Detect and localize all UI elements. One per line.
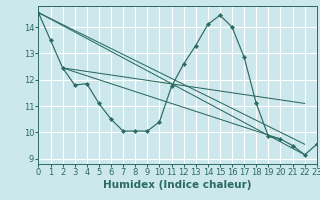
X-axis label: Humidex (Indice chaleur): Humidex (Indice chaleur) [103,180,252,190]
